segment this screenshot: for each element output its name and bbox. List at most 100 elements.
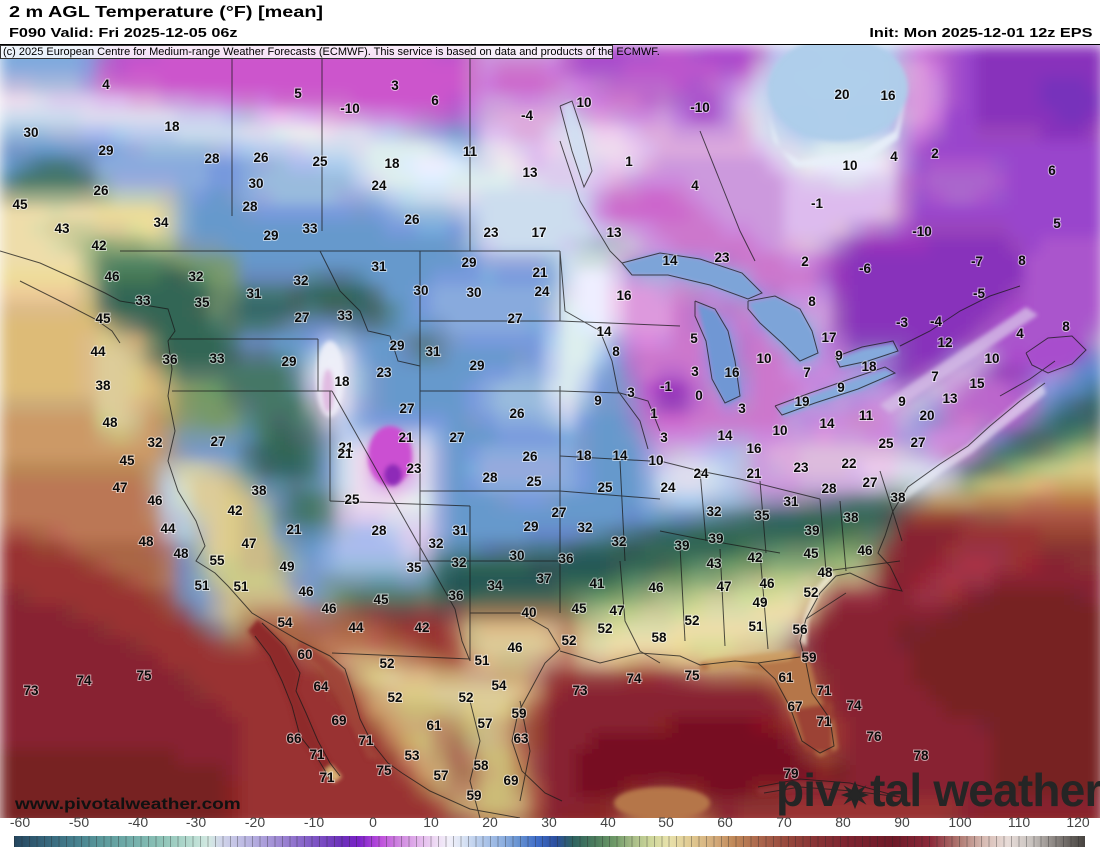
svg-text:11: 11 [463,144,478,159]
svg-text:8: 8 [1018,253,1026,268]
svg-text:24: 24 [693,466,709,481]
svg-text:46: 46 [104,269,120,284]
svg-text:13: 13 [522,165,538,180]
svg-text:5: 5 [1053,216,1061,231]
svg-text:23: 23 [793,460,809,475]
svg-text:75: 75 [136,668,152,683]
svg-text:41: 41 [589,576,605,591]
svg-text:-3: -3 [896,315,908,330]
svg-text:49: 49 [752,595,767,610]
svg-text:32: 32 [147,435,162,450]
svg-text:53: 53 [404,748,420,763]
svg-text:14: 14 [596,324,612,339]
svg-text:58: 58 [473,758,489,773]
svg-text:26: 26 [404,212,420,227]
svg-text:19: 19 [794,394,809,409]
svg-text:44: 44 [348,620,364,635]
svg-text:32: 32 [706,504,721,519]
svg-text:21: 21 [286,522,302,537]
svg-text:28: 28 [371,523,387,538]
svg-text:20: 20 [834,87,849,102]
svg-text:6: 6 [431,93,439,108]
svg-text:16: 16 [880,88,896,103]
svg-text:61: 61 [426,718,442,733]
svg-text:42: 42 [91,238,106,253]
svg-text:59: 59 [801,650,816,665]
svg-text:75: 75 [684,668,700,683]
svg-text:69: 69 [331,713,346,728]
svg-text:57: 57 [433,768,448,783]
svg-text:28: 28 [482,470,498,485]
svg-text:23: 23 [483,225,499,240]
svg-text:16: 16 [746,441,762,456]
svg-text:36: 36 [162,352,178,367]
svg-text:48: 48 [817,565,833,580]
svg-text:46: 46 [321,601,337,616]
svg-text:64: 64 [313,679,329,694]
svg-text:21: 21 [337,446,353,461]
svg-text:79: 79 [783,766,798,781]
svg-text:63: 63 [513,731,529,746]
svg-text:59: 59 [511,706,526,721]
svg-text:21: 21 [746,466,762,481]
svg-text:8: 8 [1062,319,1070,334]
svg-text:14: 14 [612,448,628,463]
svg-text:40: 40 [521,605,536,620]
svg-text:5: 5 [690,331,698,346]
svg-text:25: 25 [312,154,328,169]
svg-text:32: 32 [577,520,592,535]
svg-text:56: 56 [792,622,808,637]
svg-text:31: 31 [452,523,468,538]
svg-text:21: 21 [398,430,414,445]
svg-text:31: 31 [425,344,441,359]
svg-text:48: 48 [173,546,189,561]
svg-text:26: 26 [253,150,269,165]
svg-text:9: 9 [594,393,602,408]
svg-text:9: 9 [898,394,906,409]
svg-text:35: 35 [754,508,770,523]
svg-text:9: 9 [837,380,845,395]
svg-text:21: 21 [532,265,548,280]
svg-text:18: 18 [334,374,350,389]
svg-text:73: 73 [572,683,588,698]
svg-text:35: 35 [194,295,210,310]
svg-text:3: 3 [391,78,399,93]
svg-text:59: 59 [466,788,481,803]
svg-text:67: 67 [787,699,802,714]
svg-text:38: 38 [890,490,906,505]
svg-text:78: 78 [913,748,929,763]
svg-text:45: 45 [119,453,135,468]
svg-text:46: 46 [759,576,775,591]
svg-text:29: 29 [263,228,278,243]
svg-text:12: 12 [937,335,952,350]
svg-text:45: 45 [95,311,111,326]
svg-text:4: 4 [691,178,699,193]
svg-text:-1: -1 [660,379,672,394]
svg-text:46: 46 [857,543,873,558]
svg-text:6: 6 [1048,163,1056,178]
svg-text:29: 29 [389,338,404,353]
svg-text:32: 32 [188,269,203,284]
svg-text:38: 38 [251,483,267,498]
svg-text:24: 24 [534,284,550,299]
svg-text:25: 25 [526,474,542,489]
svg-text:45: 45 [373,592,389,607]
svg-text:16: 16 [724,365,740,380]
svg-text:43: 43 [706,556,722,571]
svg-text:27: 27 [507,311,522,326]
svg-text:28: 28 [821,481,837,496]
svg-text:39: 39 [804,523,819,538]
svg-text:32: 32 [451,555,466,570]
svg-text:3: 3 [738,401,746,416]
svg-text:71: 71 [816,683,832,698]
svg-text:-1: -1 [811,196,823,211]
svg-text:11: 11 [859,408,874,423]
svg-text:15: 15 [969,376,985,391]
svg-text:18: 18 [384,156,400,171]
svg-text:44: 44 [160,521,176,536]
svg-text:23: 23 [376,365,392,380]
svg-text:43: 43 [54,221,70,236]
svg-text:23: 23 [714,250,730,265]
svg-text:76: 76 [866,729,882,744]
svg-text:18: 18 [861,359,877,374]
